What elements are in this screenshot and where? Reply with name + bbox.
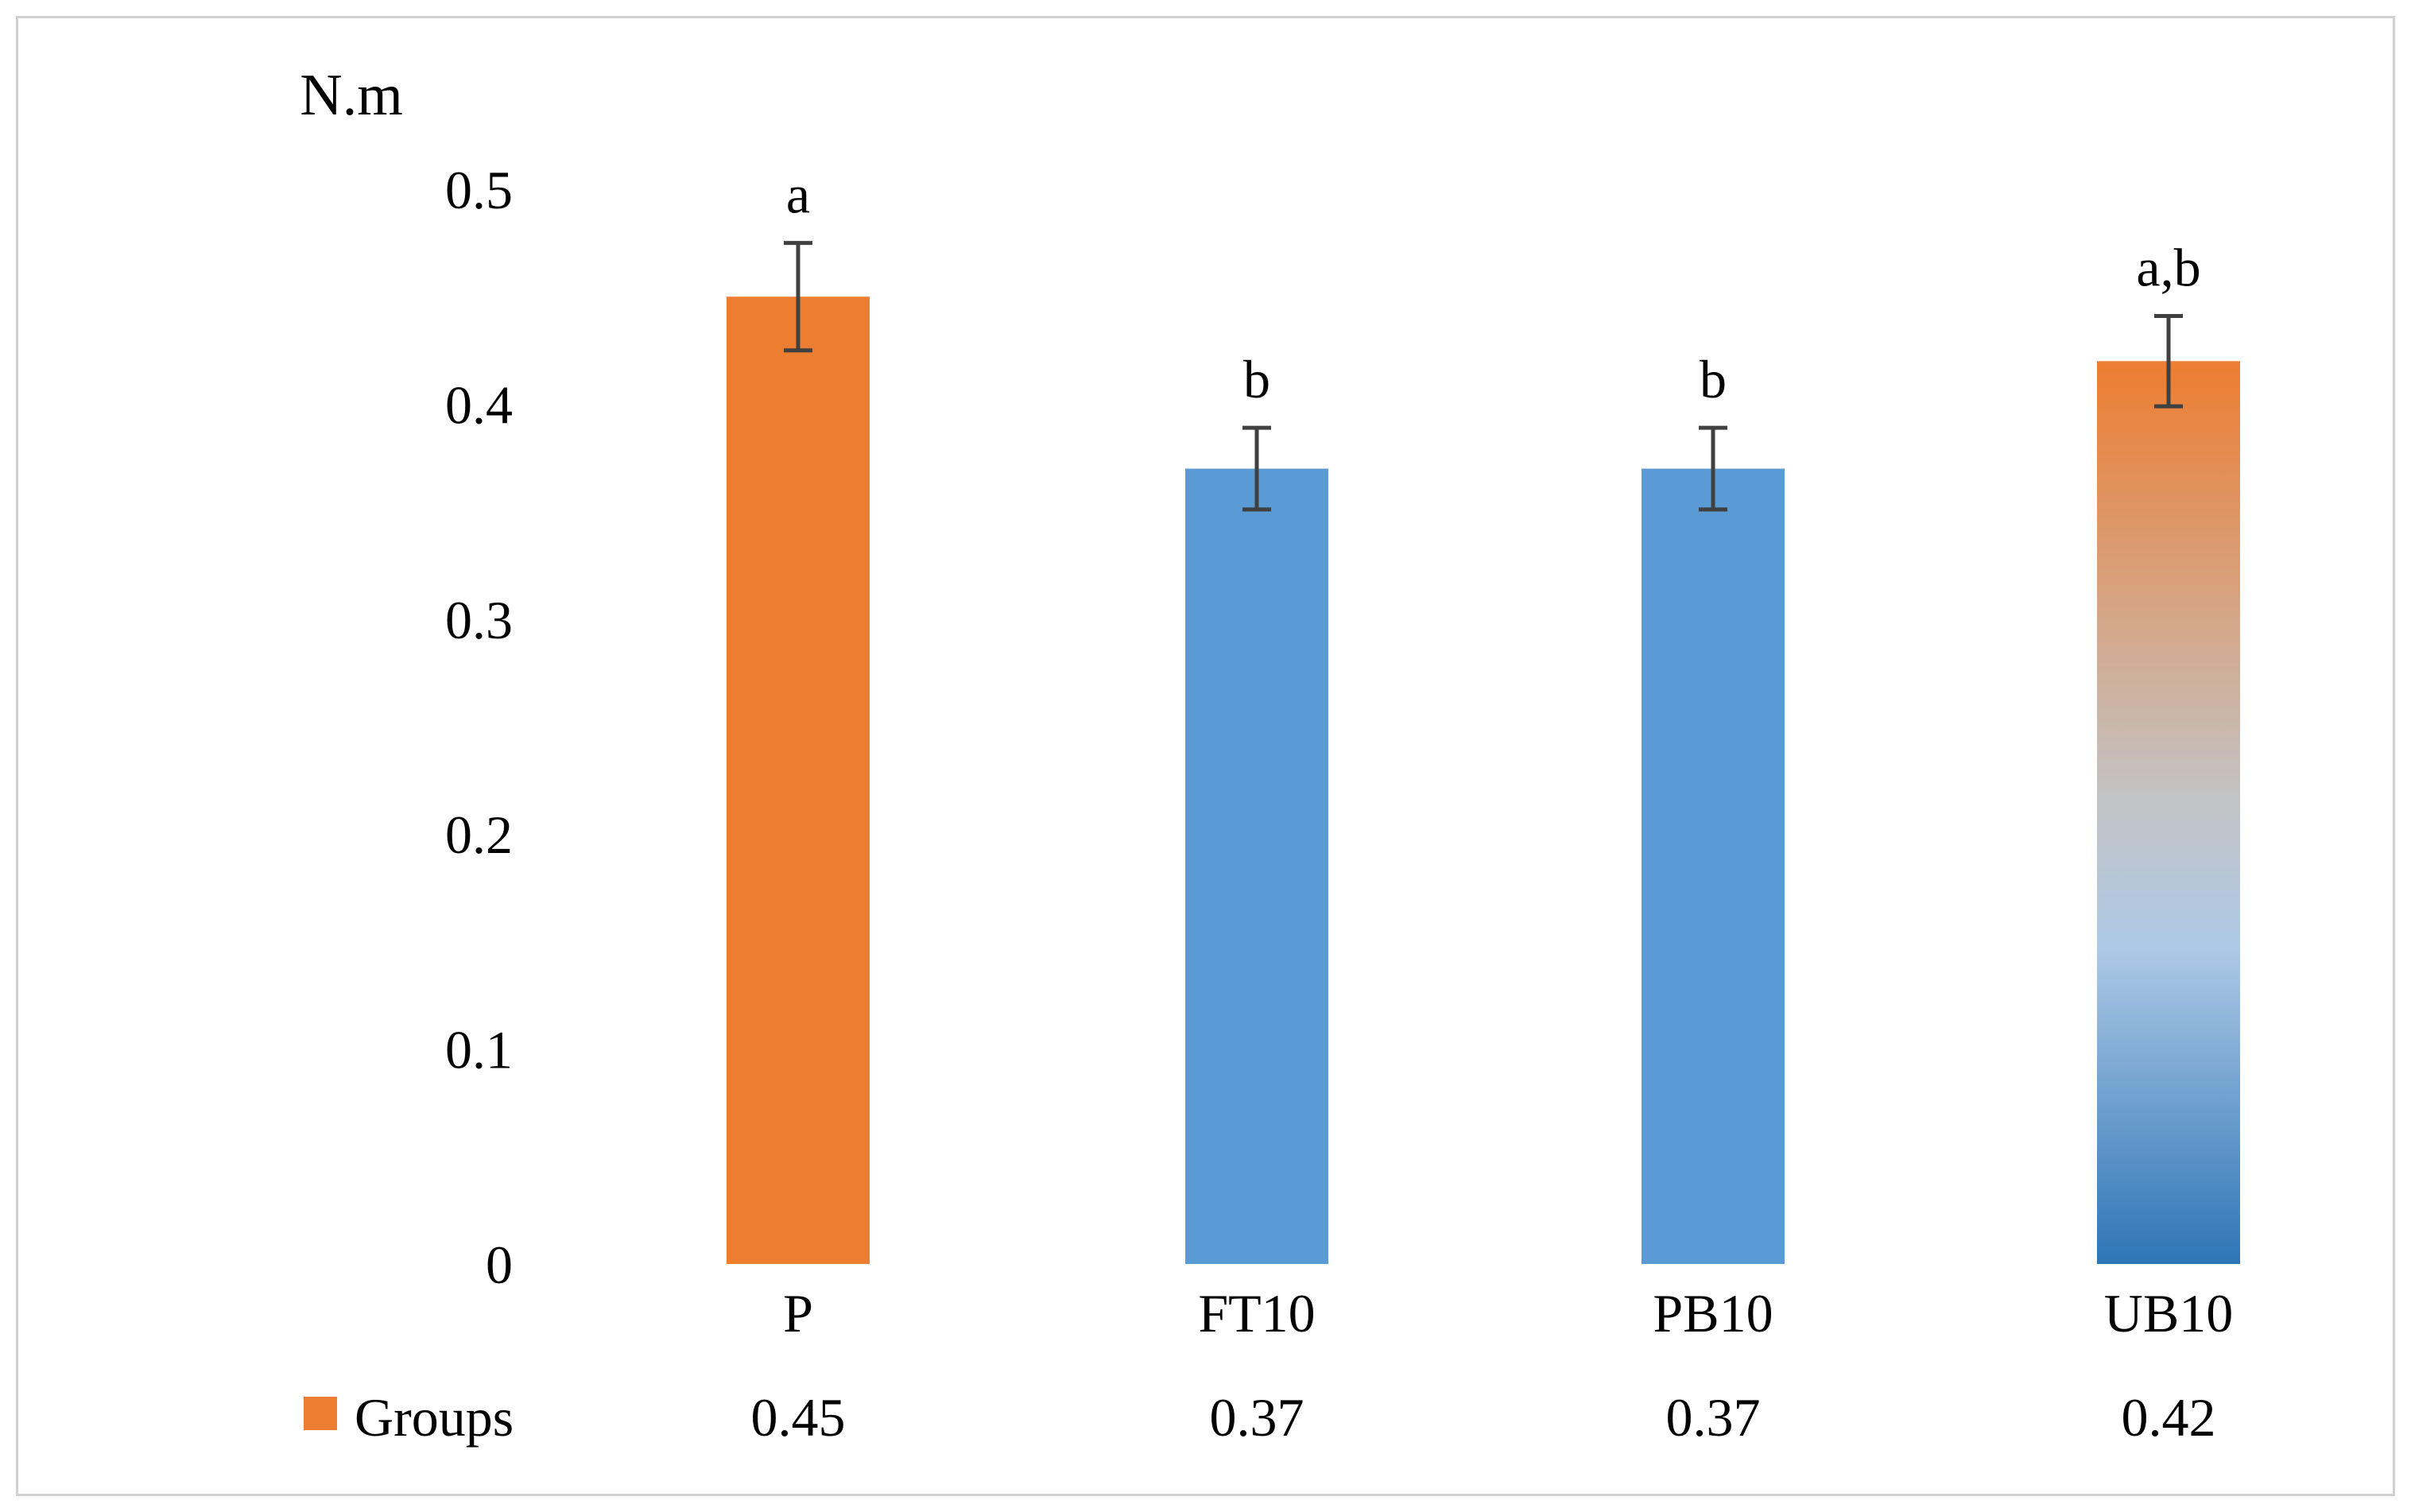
error-bar-pb10 xyxy=(1699,425,1727,512)
y-tick-label: 0.3 xyxy=(445,590,513,650)
data-table-value-ub10: 0.42 xyxy=(2122,1387,2216,1448)
legend-swatch-groups xyxy=(304,1397,337,1430)
significance-label-pb10: b xyxy=(1700,349,1727,409)
legend-label-groups: Groups xyxy=(355,1387,514,1448)
x-axis-category-labels: P FT10 PB10 UB10 xyxy=(783,1283,2233,1343)
x-tick-label-ub10: UB10 xyxy=(2104,1283,2233,1343)
bar-pb10 xyxy=(1642,468,1785,1264)
y-axis-ticks: 0 0.1 0.2 0.3 0.4 0.5 xyxy=(445,160,513,1295)
y-tick-label: 0.4 xyxy=(445,374,513,435)
x-tick-label-p: P xyxy=(783,1283,813,1343)
x-tick-label-ft10: FT10 xyxy=(1198,1283,1315,1343)
bar-ft10 xyxy=(1185,468,1328,1264)
error-bar-ub10 xyxy=(2154,314,2183,409)
significance-label-ft10: b xyxy=(1243,349,1270,409)
y-tick-label: 0.2 xyxy=(445,804,513,865)
data-table-value-p: 0.45 xyxy=(751,1387,846,1448)
bar-p xyxy=(727,297,870,1265)
data-table-value-ft10: 0.37 xyxy=(1210,1387,1304,1448)
y-tick-label: 0 xyxy=(486,1235,513,1295)
significance-label-p: a xyxy=(786,165,810,225)
y-axis-label: N.m xyxy=(300,63,403,128)
bars xyxy=(727,297,2240,1265)
data-table-value-pb10: 0.37 xyxy=(1666,1387,1761,1448)
significance-labels: a b b a,b xyxy=(786,165,2201,410)
data-table-values: 0.45 0.37 0.37 0.42 xyxy=(751,1387,2216,1448)
y-tick-label: 0.1 xyxy=(445,1020,513,1080)
bar-ub10 xyxy=(2097,361,2240,1264)
error-bar-ft10 xyxy=(1242,425,1271,512)
error-bars xyxy=(784,241,2183,512)
y-tick-label: 0.5 xyxy=(445,160,513,220)
x-tick-label-pb10: PB10 xyxy=(1653,1283,1773,1343)
significance-label-ub10: a,b xyxy=(2136,238,2200,298)
error-bar-p xyxy=(784,241,812,353)
